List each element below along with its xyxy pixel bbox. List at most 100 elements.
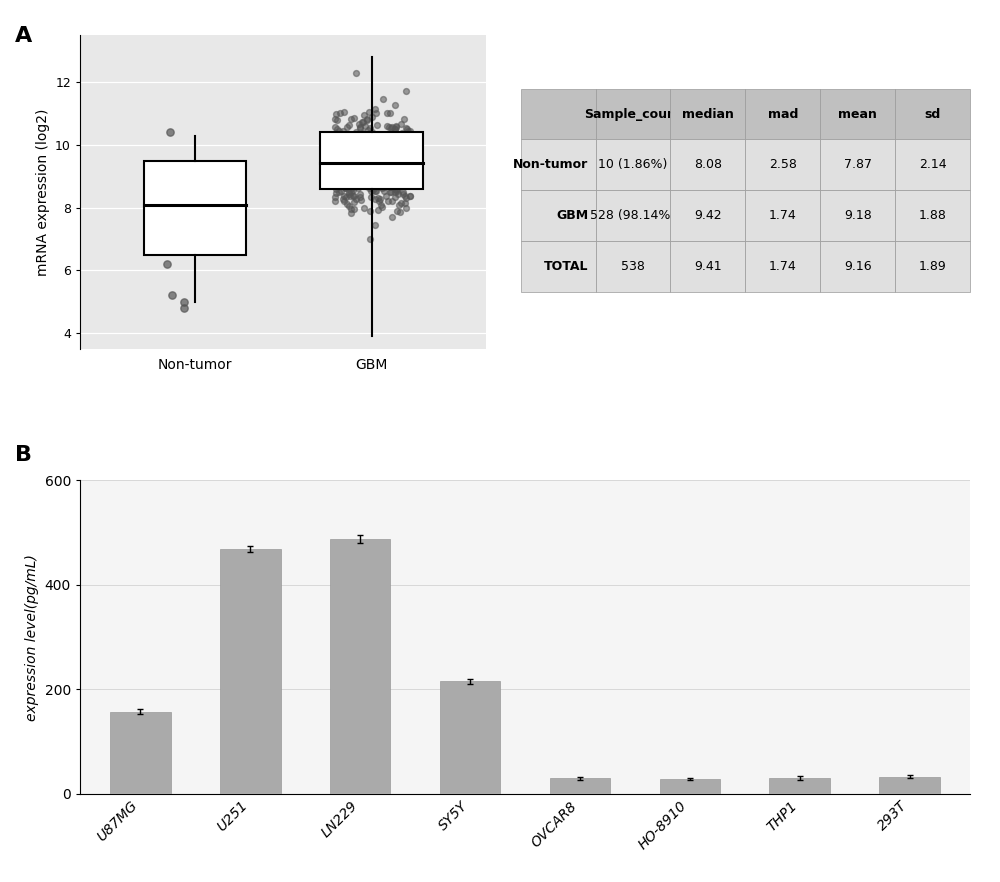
Point [339,177,355,191]
Point [342,141,358,155]
Point [330,177,346,191]
Point [343,141,359,155]
Point [398,201,414,215]
Point [337,162,353,176]
Point [370,154,386,168]
Point [354,176,370,190]
Point [388,170,404,184]
Point [327,190,343,204]
Point [374,181,390,195]
Point [189,235,205,250]
Point [373,178,389,192]
Point [376,147,392,161]
Point [393,159,409,173]
Point [327,176,343,190]
Point [392,174,408,188]
Point [386,148,402,162]
Point [392,159,408,173]
Point [382,148,398,162]
Point [398,143,414,157]
Point [394,165,410,179]
Point [327,179,343,193]
Point [378,141,394,155]
Point [385,179,401,193]
Point [376,137,392,151]
Point [351,117,367,131]
Point [394,138,410,153]
Point [383,150,399,164]
Point [382,177,398,191]
Point [369,161,385,176]
Bar [660,779,720,794]
Point [397,190,413,204]
Point [331,131,347,146]
Point [373,151,389,165]
Point [340,144,356,158]
Point [393,160,409,174]
Point [376,180,392,194]
Point [387,170,403,184]
Point [376,177,392,191]
Point [357,174,373,188]
Point [344,137,360,151]
Point [371,158,387,172]
Point [328,126,344,140]
Point [366,173,382,187]
Point [374,136,390,150]
Point [344,134,360,148]
Point [359,153,375,168]
Point [373,171,389,185]
Point [396,130,412,144]
Point [379,106,395,120]
Point [351,149,367,163]
Point [360,171,376,185]
Point [392,150,408,164]
Point [359,170,375,184]
Point [326,151,342,165]
Point [369,148,385,162]
Point [330,152,346,166]
Point [345,140,361,154]
Bar [550,778,610,794]
Point [338,176,354,190]
Point [380,194,396,208]
Point [357,144,373,158]
Point [327,194,343,208]
Point [326,168,342,182]
Point [390,160,406,174]
Point [379,133,395,147]
Point [391,198,407,212]
Point [334,146,350,161]
Point [370,153,386,168]
Point [327,176,343,190]
Point [364,110,380,124]
Point [393,136,409,150]
Point [359,134,375,148]
Point [173,166,189,180]
Point [341,176,357,191]
Point [159,257,175,271]
Point [346,195,362,209]
Point [390,168,406,182]
Point [367,168,383,183]
Point [339,163,355,177]
Point [348,178,364,192]
Point [394,126,410,140]
Point [384,133,400,147]
Point [393,168,409,183]
Point [350,181,366,195]
Point [358,138,374,153]
Point [373,178,389,192]
Point [396,171,412,185]
Point [371,180,387,194]
Point [327,163,343,177]
Point [400,124,416,138]
Point [373,146,389,161]
Point [327,152,343,166]
Point [351,167,367,181]
Point [388,120,404,134]
Point [379,170,395,184]
Point [358,150,374,164]
Point [361,147,377,161]
Point [338,179,354,193]
